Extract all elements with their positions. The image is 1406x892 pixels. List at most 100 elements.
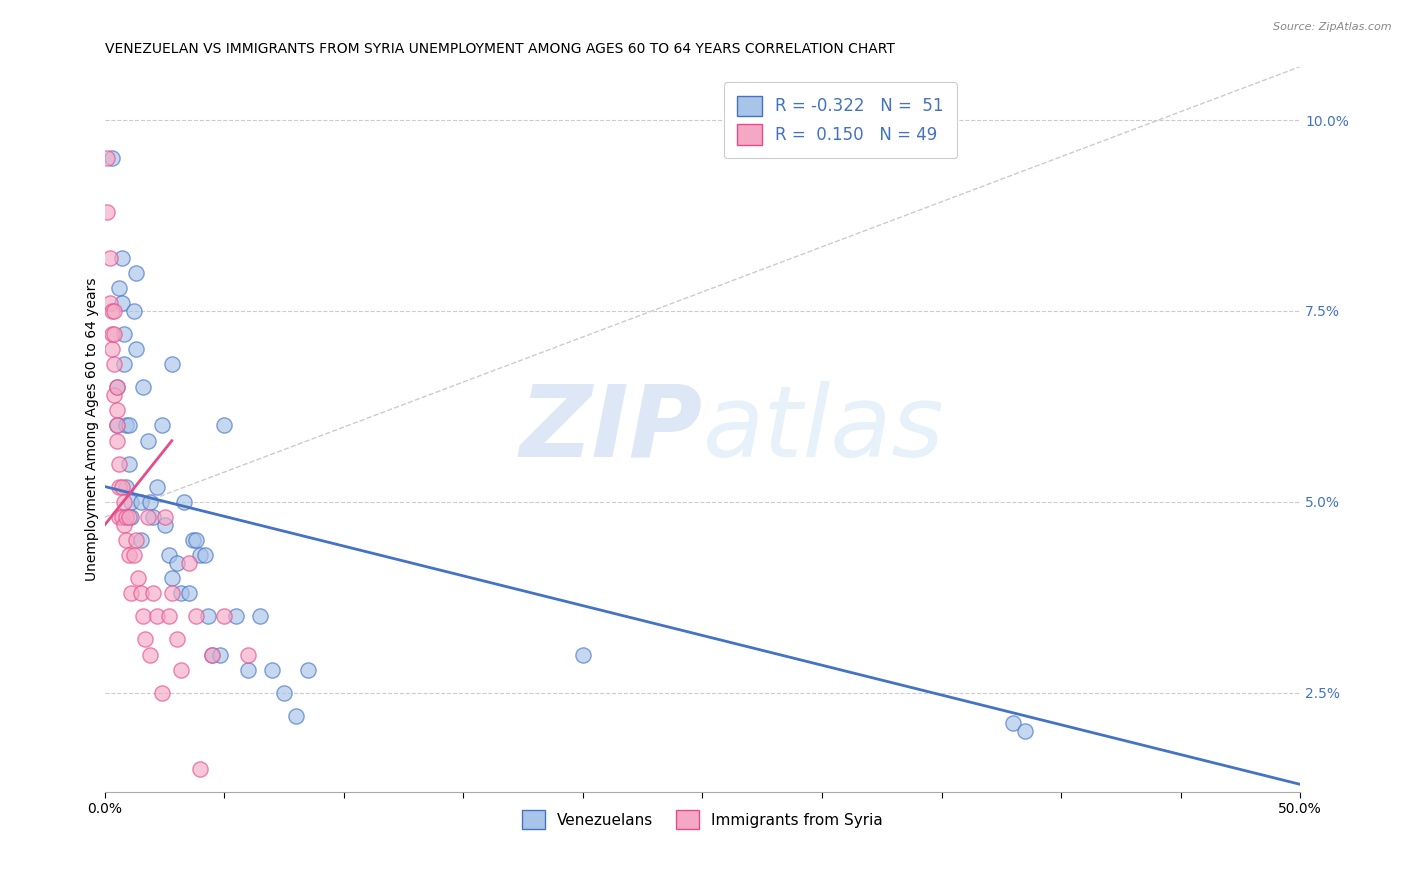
Point bbox=[157, 609, 180, 624]
Point bbox=[136, 510, 159, 524]
Point bbox=[96, 151, 118, 165]
Point bbox=[118, 418, 141, 433]
Point bbox=[181, 533, 204, 547]
Point bbox=[105, 380, 128, 394]
Point bbox=[115, 510, 138, 524]
Point bbox=[177, 586, 200, 600]
Point bbox=[105, 380, 128, 394]
Point bbox=[110, 251, 132, 265]
Point bbox=[201, 648, 224, 662]
Point bbox=[101, 326, 124, 341]
Point bbox=[112, 495, 135, 509]
Point bbox=[103, 388, 125, 402]
Point bbox=[129, 533, 152, 547]
Point bbox=[194, 549, 217, 563]
Point bbox=[115, 533, 138, 547]
Point bbox=[132, 609, 155, 624]
Point bbox=[132, 380, 155, 394]
Point bbox=[273, 686, 295, 700]
Point bbox=[146, 479, 169, 493]
Point bbox=[108, 479, 131, 493]
Point bbox=[129, 586, 152, 600]
Point bbox=[208, 648, 231, 662]
Point bbox=[249, 609, 271, 624]
Point bbox=[153, 517, 176, 532]
Point bbox=[297, 663, 319, 677]
Point bbox=[136, 434, 159, 448]
Point bbox=[108, 510, 131, 524]
Point bbox=[262, 663, 284, 677]
Point bbox=[108, 281, 131, 295]
Point bbox=[101, 151, 124, 165]
Point bbox=[177, 556, 200, 570]
Point bbox=[1002, 716, 1025, 731]
Point bbox=[105, 418, 128, 433]
Point bbox=[125, 533, 148, 547]
Point bbox=[184, 533, 207, 547]
Text: ZIP: ZIP bbox=[519, 381, 703, 478]
Point bbox=[103, 304, 125, 318]
Point bbox=[197, 609, 219, 624]
Point bbox=[142, 586, 165, 600]
Point bbox=[115, 418, 138, 433]
Point bbox=[112, 517, 135, 532]
Point bbox=[96, 204, 118, 219]
Point bbox=[166, 632, 188, 647]
Point bbox=[134, 632, 156, 647]
Point bbox=[201, 648, 224, 662]
Point bbox=[110, 510, 132, 524]
Point bbox=[572, 648, 595, 662]
Point bbox=[120, 510, 142, 524]
Point bbox=[150, 686, 173, 700]
Point bbox=[129, 495, 152, 509]
Legend: Venezuelans, Immigrants from Syria: Venezuelans, Immigrants from Syria bbox=[516, 805, 889, 835]
Point bbox=[160, 586, 183, 600]
Point bbox=[118, 457, 141, 471]
Point bbox=[120, 495, 142, 509]
Point bbox=[118, 549, 141, 563]
Point bbox=[118, 510, 141, 524]
Point bbox=[125, 342, 148, 356]
Point bbox=[101, 342, 124, 356]
Point bbox=[112, 358, 135, 372]
Point bbox=[146, 609, 169, 624]
Point bbox=[103, 358, 125, 372]
Point bbox=[115, 479, 138, 493]
Point bbox=[120, 586, 142, 600]
Point bbox=[160, 358, 183, 372]
Point bbox=[125, 266, 148, 280]
Point bbox=[103, 326, 125, 341]
Point bbox=[122, 549, 145, 563]
Point bbox=[105, 434, 128, 448]
Text: atlas: atlas bbox=[703, 381, 943, 478]
Point bbox=[184, 609, 207, 624]
Point bbox=[101, 304, 124, 318]
Point bbox=[214, 418, 236, 433]
Point bbox=[110, 296, 132, 310]
Point bbox=[170, 586, 193, 600]
Point bbox=[127, 571, 149, 585]
Point bbox=[1014, 723, 1036, 738]
Y-axis label: Unemployment Among Ages 60 to 64 years: Unemployment Among Ages 60 to 64 years bbox=[86, 277, 100, 581]
Point bbox=[139, 648, 162, 662]
Point bbox=[160, 571, 183, 585]
Point bbox=[150, 418, 173, 433]
Point bbox=[285, 708, 308, 723]
Point bbox=[238, 648, 260, 662]
Point bbox=[112, 326, 135, 341]
Point bbox=[214, 609, 236, 624]
Point bbox=[139, 495, 162, 509]
Text: Source: ZipAtlas.com: Source: ZipAtlas.com bbox=[1274, 22, 1392, 32]
Point bbox=[166, 556, 188, 570]
Point bbox=[190, 762, 212, 776]
Point bbox=[157, 549, 180, 563]
Point bbox=[105, 403, 128, 417]
Point bbox=[142, 510, 165, 524]
Point bbox=[122, 304, 145, 318]
Point bbox=[153, 510, 176, 524]
Point bbox=[108, 457, 131, 471]
Point bbox=[110, 479, 132, 493]
Point bbox=[225, 609, 247, 624]
Point bbox=[170, 663, 193, 677]
Point bbox=[98, 251, 121, 265]
